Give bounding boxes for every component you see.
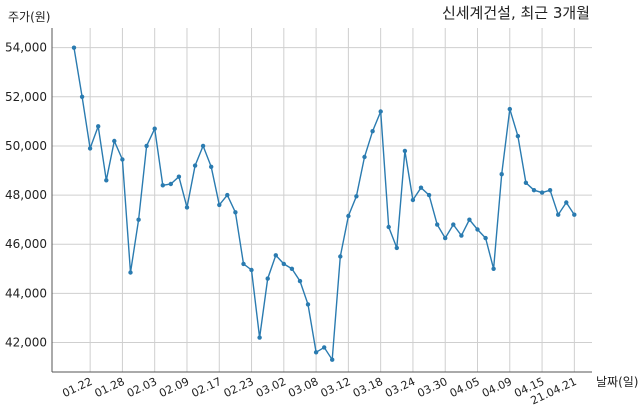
data-point [79, 94, 85, 100]
data-point [136, 217, 141, 222]
y-tick-label: 44,000 [5, 286, 47, 300]
y-axis-label: 주가(원) [8, 10, 50, 24]
x-tick-label: 02.17 [189, 375, 223, 400]
data-point [313, 350, 319, 355]
data-point [539, 190, 545, 195]
y-tick-label: 46,000 [5, 237, 47, 251]
data-point [426, 192, 432, 198]
data-point [273, 253, 278, 258]
data-point [249, 267, 254, 273]
data-point [394, 245, 399, 251]
data-point [120, 157, 125, 162]
price-series [71, 45, 577, 362]
x-tick-label: 03.18 [351, 375, 385, 400]
y-tick-label: 48,000 [5, 188, 47, 202]
chart-title: 신세계건설, 최근 3개월 [442, 4, 590, 22]
data-point [265, 276, 270, 281]
series-line [73, 47, 575, 362]
data-point [370, 129, 375, 134]
x-tick-label: 04.09 [480, 375, 514, 400]
data-point [305, 302, 311, 307]
x-tick-label: 03.02 [254, 375, 288, 400]
y-tick-label: 54,000 [5, 41, 47, 55]
data-point [507, 106, 512, 112]
data-point [531, 188, 537, 193]
data-point [87, 146, 93, 151]
data-point [451, 222, 456, 227]
x-tick-label: 03.30 [415, 375, 449, 400]
data-point [402, 148, 408, 154]
data-point [104, 178, 109, 183]
x-tick-label: 04.05 [448, 375, 482, 400]
data-point [152, 126, 157, 131]
data-point [322, 345, 327, 350]
x-tick-label: 01.28 [93, 375, 127, 400]
data-point [572, 212, 577, 217]
data-point [564, 200, 569, 205]
data-point [168, 181, 173, 187]
axes [51, 28, 592, 373]
data-point [144, 143, 149, 149]
x-tick-label: 02.23 [222, 375, 256, 400]
data-point [128, 270, 133, 275]
data-point [483, 235, 488, 241]
data-point [281, 261, 286, 267]
data-point [241, 261, 246, 267]
data-point [362, 154, 367, 160]
x-tick-label: 03.24 [383, 375, 417, 400]
data-point [112, 138, 117, 144]
data-point [160, 183, 165, 188]
x-tick-label: 01.22 [60, 375, 94, 400]
y-tick-labels: 42,000 44,000 46,000 48,000 50,000 52,000 54,0… [5, 41, 47, 350]
data-point [346, 213, 351, 219]
data-point [338, 254, 343, 259]
x-tick-label: 03.08 [286, 375, 320, 400]
data-point [209, 164, 214, 169]
data-point [225, 192, 230, 198]
x-axis-label: 날짜(일) [596, 375, 638, 389]
data-point [330, 357, 335, 362]
data-point [184, 205, 190, 210]
data-point [547, 188, 553, 193]
data-point [96, 124, 101, 129]
data-point [297, 278, 303, 284]
y-tick-label: 42,000 [5, 336, 47, 350]
y-tick-label: 50,000 [5, 139, 47, 153]
data-point [443, 235, 448, 241]
data-point [491, 266, 496, 271]
data-point [354, 194, 359, 199]
x-tick-label: 03.12 [319, 375, 353, 400]
data-point [217, 202, 222, 208]
data-point [418, 185, 424, 190]
data-point [459, 233, 464, 238]
data-point [176, 174, 182, 179]
data-point [386, 224, 391, 230]
data-point [475, 227, 480, 232]
x-tick-labels: 01.2201.2802.0302.0902.1702.2303.0203.08… [60, 375, 578, 407]
data-point [289, 266, 295, 271]
gridlines [52, 28, 592, 372]
data-point [410, 197, 416, 203]
y-tick-label: 52,000 [5, 90, 47, 104]
x-tick-label: 02.03 [125, 375, 159, 400]
data-point [378, 109, 383, 114]
data-point [71, 45, 77, 50]
data-point [499, 172, 504, 177]
data-point [233, 210, 238, 215]
data-point [515, 133, 521, 139]
data-point [467, 217, 472, 222]
data-point [556, 212, 561, 217]
data-point [192, 163, 198, 168]
data-point [257, 335, 262, 340]
data-point [200, 143, 206, 149]
data-point [435, 222, 440, 227]
x-tick-label: 02.09 [157, 375, 191, 400]
data-point [523, 180, 529, 185]
